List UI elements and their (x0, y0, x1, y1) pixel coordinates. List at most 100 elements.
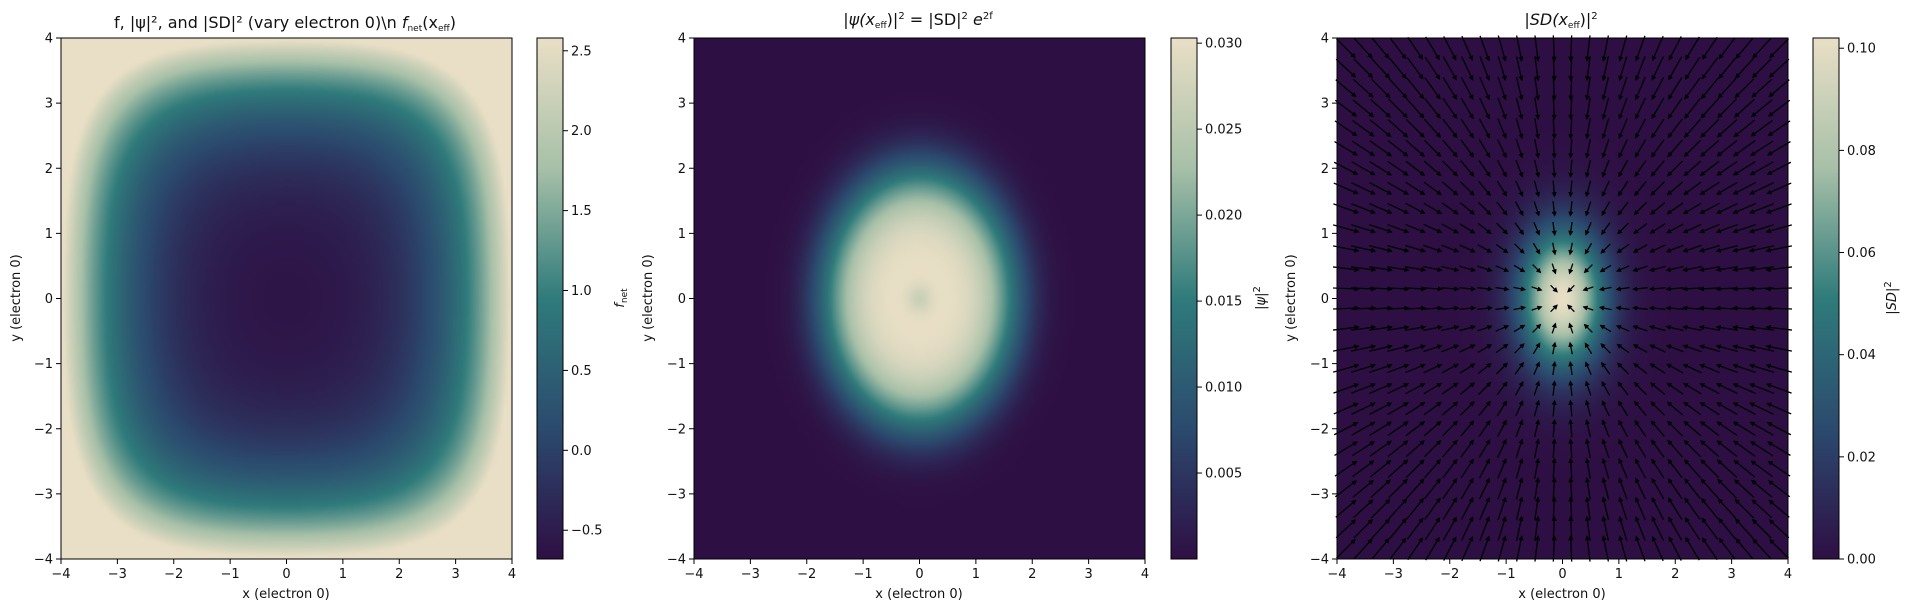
quiver-arrow (1601, 139, 1610, 159)
quiver-arrow (1551, 496, 1557, 521)
quiver-arrow (1352, 119, 1375, 137)
panel-2-title-part-4: = |SD| (905, 10, 962, 29)
quiver-arrow (1477, 325, 1493, 332)
quiver-arrow (1369, 224, 1393, 234)
quiver-arrow (1551, 263, 1557, 275)
quiver-arrow (1682, 382, 1702, 395)
panel-2-ytick-label: −4 (667, 553, 686, 568)
quiver-arrow (1617, 381, 1629, 396)
quiver-arrow (1369, 324, 1393, 331)
quiver-arrow (1767, 460, 1791, 477)
quiver-arrow (1769, 538, 1789, 559)
quiver-arrow (1533, 399, 1541, 417)
quiver-arrow (1766, 402, 1792, 415)
quiver-arrow (1460, 401, 1475, 416)
quiver-arrow (1682, 244, 1702, 253)
quiver-arrow (1568, 118, 1574, 140)
quiver-arrow (1765, 383, 1792, 394)
quiver-arrow (1442, 77, 1458, 100)
quiver-arrow (1666, 363, 1684, 374)
quiver-arrow (1387, 202, 1410, 214)
quiver-arrow (1333, 203, 1360, 214)
quiver-arrow (1666, 181, 1684, 196)
panel-3-title-part-0: |SD(x (1524, 10, 1568, 29)
quiver-arrow (1534, 35, 1541, 62)
quiver-arrow (1732, 421, 1756, 436)
quiver-arrow (1460, 516, 1474, 541)
quiver-arrow (1351, 140, 1375, 157)
panel-1-colorbar-label: fnet (613, 288, 630, 308)
quiver-arrow (1534, 457, 1541, 479)
quiver-arrow (1333, 161, 1359, 175)
quiver-arrow (1478, 139, 1491, 158)
panel-1-colorbar-tick-label: 0.5 (571, 364, 592, 379)
quiver-arrow (1750, 140, 1774, 157)
quiver-arrow (1423, 382, 1443, 395)
panel-3-xticks: −4 −3 −2 −1 0 1 2 3 4 (1327, 559, 1792, 582)
quiver-arrow (1618, 118, 1628, 139)
quiver-arrow (1387, 266, 1410, 273)
panel-2-title-part-1: eff (875, 21, 888, 31)
quiver-arrow (1551, 118, 1557, 140)
panel-2-ytick-label: 2 (678, 162, 686, 177)
panel-2-xtick-label: −3 (741, 567, 760, 582)
quiver-arrow (1387, 140, 1409, 157)
quiver-arrow (1752, 538, 1772, 559)
quiver-arrow (1584, 457, 1591, 479)
quiver-arrow (1768, 519, 1790, 539)
quiver-arrow (1635, 535, 1646, 562)
quiver-arrow (1700, 478, 1719, 499)
quiver-arrow (1699, 181, 1720, 195)
quiver-arrow (1387, 324, 1410, 331)
quiver-arrow (1534, 535, 1541, 562)
quiver-arrow (1700, 139, 1720, 157)
quiver-arrow (1715, 245, 1738, 253)
quiver-arrow (1618, 535, 1628, 562)
quiver-arrow (1460, 181, 1475, 196)
quiver-arrow (1699, 383, 1720, 395)
quiver-arrow (1601, 76, 1610, 101)
quiver-arrow (1460, 458, 1474, 479)
quiver-arrow (1667, 139, 1683, 158)
quiver-arrow (1479, 76, 1490, 101)
quiver-arrow (1685, 36, 1700, 61)
quiver-arrow (1371, 538, 1390, 560)
panel-2-xticks: −4 −3 −2 −1 0 1 2 3 4 (684, 559, 1149, 582)
quiver-arrow (1601, 496, 1610, 521)
quiver-arrow (1683, 160, 1702, 177)
quiver-arrow (1667, 97, 1683, 120)
quiver-arrow (1568, 535, 1574, 562)
quiver-arrow (1718, 517, 1737, 540)
quiver-arrow (1405, 363, 1426, 374)
panel-1-ytick-label: −3 (34, 487, 53, 502)
quiver-arrow (1568, 380, 1574, 396)
quiver-arrow (1635, 97, 1646, 120)
quiver-arrow (1441, 223, 1459, 234)
quiver-arrow (1601, 180, 1610, 197)
panel-1-xtick-label: 4 (508, 567, 516, 582)
quiver-arrow (1733, 119, 1756, 138)
quiver-arrow (1497, 56, 1507, 82)
quiver-arrow (1768, 79, 1790, 98)
quiver-arrow (1617, 362, 1629, 375)
quiver-arrow (1497, 76, 1507, 101)
panel-3-xtick-label: 3 (1727, 567, 1735, 582)
panel-1-ytick-label: 3 (45, 97, 53, 112)
quiver-arrow (1599, 264, 1612, 273)
quiver-arrow (1584, 419, 1592, 438)
quiver-arrow (1701, 537, 1718, 561)
quiver-arrow (1649, 344, 1666, 353)
quiver-arrow (1442, 97, 1458, 120)
quiver-arrow (1423, 265, 1443, 273)
quiver-arrow (1424, 497, 1441, 520)
quiver-arrow (1667, 439, 1683, 458)
quiver-arrow (1568, 138, 1574, 159)
panel-1-colorbar-label-sub: net (620, 288, 630, 303)
quiver-arrow (1423, 244, 1443, 253)
quiver-arrow (1582, 305, 1594, 311)
quiver-arrow (1584, 477, 1591, 500)
quiver-arrow (1459, 244, 1476, 253)
quiver-arrow (1683, 118, 1701, 139)
quiver-arrow (1514, 222, 1524, 236)
quiver-arrow (1497, 458, 1507, 479)
